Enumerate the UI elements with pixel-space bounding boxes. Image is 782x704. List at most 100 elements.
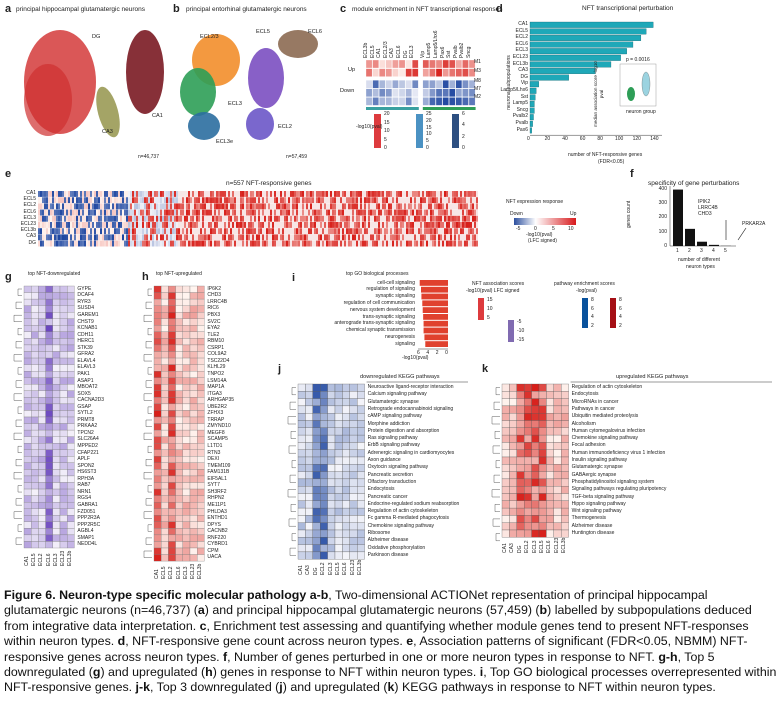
g-heat-cell bbox=[45, 285, 53, 293]
e-heat-cell bbox=[50, 222, 52, 228]
j-heat-cell bbox=[334, 522, 343, 531]
e-heat-cell bbox=[262, 191, 264, 197]
e-heat-cell bbox=[390, 215, 392, 222]
g-heat-cell bbox=[59, 429, 68, 437]
h-heat-cell bbox=[182, 534, 191, 542]
e-heat-cell bbox=[168, 191, 170, 197]
h-gene-label: CSRP1 bbox=[207, 344, 225, 351]
h-heat-cell bbox=[153, 456, 162, 464]
e-heat-cell bbox=[130, 209, 132, 216]
e-heat-cell bbox=[194, 240, 196, 247]
e-heat-cell bbox=[126, 222, 128, 228]
e-heat-cell bbox=[406, 234, 408, 241]
c-heat-cell bbox=[442, 97, 449, 106]
e-heat-cell bbox=[118, 197, 120, 204]
caption-t9: ) and upregulated ( bbox=[100, 665, 206, 680]
h-col-label: ECL6 bbox=[175, 566, 182, 580]
e-heat-cell bbox=[230, 203, 232, 210]
k-dendrogram bbox=[495, 533, 500, 541]
g-heat-cell bbox=[52, 292, 61, 300]
k-heat-cell bbox=[531, 515, 540, 523]
e-heat-cell bbox=[100, 228, 102, 235]
e-heat-cell bbox=[206, 191, 208, 197]
e-heat-cell bbox=[462, 197, 464, 204]
h-heat-cell bbox=[175, 377, 183, 385]
panel-k-title: upregulated KEGG pathways bbox=[616, 374, 689, 380]
c-legend-tick: 25 bbox=[426, 111, 432, 117]
e-heat-cell bbox=[58, 215, 60, 222]
e-heat-cell bbox=[352, 209, 354, 216]
j-term-label: Olfactory transduction bbox=[367, 478, 417, 485]
e-heat-cell bbox=[416, 222, 418, 228]
c-heat-cell bbox=[412, 97, 419, 106]
e-heat-cell bbox=[324, 240, 326, 247]
e-heat-cell bbox=[172, 215, 174, 222]
j-heat-cell bbox=[297, 493, 306, 501]
k-term-label: Ubiquitin mediated proteolysis bbox=[571, 413, 639, 420]
j-heat-cell bbox=[357, 413, 365, 421]
h-heat-cell bbox=[175, 521, 183, 529]
e-heat-cell bbox=[332, 228, 334, 235]
g-heat-cell bbox=[59, 331, 68, 339]
e-heat-cell bbox=[168, 234, 170, 241]
e-heat-cell bbox=[328, 209, 330, 216]
k-heat-cell bbox=[501, 456, 510, 465]
e-heat-cell bbox=[148, 203, 150, 210]
h-heat-cell bbox=[182, 403, 191, 411]
e-heat-cell bbox=[390, 197, 392, 204]
e-heat-cell bbox=[316, 191, 318, 197]
c-heat-cell bbox=[449, 97, 456, 106]
e-heat-cell bbox=[166, 191, 168, 197]
j-heat-cell bbox=[342, 398, 350, 407]
d-x-tick: 60 bbox=[579, 136, 586, 143]
e-heat-cell bbox=[318, 197, 320, 204]
e-heat-cell bbox=[280, 197, 282, 204]
j-heat-cell bbox=[320, 383, 328, 392]
e-heat-cell bbox=[316, 197, 318, 204]
e-heat-cell bbox=[204, 240, 206, 247]
g-heat-cell bbox=[38, 508, 46, 516]
k-heat-cell bbox=[509, 456, 517, 465]
e-tick-3: 5 bbox=[552, 226, 555, 232]
e-heat-cell bbox=[164, 209, 166, 216]
e-heat-cell bbox=[92, 197, 94, 204]
h-heat-cell bbox=[153, 377, 162, 385]
e-heat-cell bbox=[60, 203, 62, 210]
e-heat-cell bbox=[230, 240, 232, 247]
e-heat-cell bbox=[108, 222, 110, 228]
e-heat-cell bbox=[260, 191, 262, 197]
e-heat-cell bbox=[360, 234, 362, 241]
g-gene-label: APLF bbox=[77, 456, 90, 463]
e-heat-cell bbox=[370, 209, 372, 216]
k-heat-cell bbox=[553, 442, 562, 450]
e-heat-cell bbox=[308, 215, 310, 222]
e-heat-cell bbox=[46, 222, 48, 228]
j-heat-cell bbox=[305, 449, 313, 458]
caption-be: e bbox=[406, 634, 414, 649]
g-heat-cell bbox=[67, 397, 75, 405]
g-heat-cell bbox=[45, 515, 53, 522]
e-heat-cell bbox=[74, 203, 76, 210]
h-heat-cell bbox=[189, 338, 198, 346]
h-heat-cell bbox=[168, 292, 176, 300]
e-heat-cell bbox=[400, 203, 402, 210]
caption-t5: , NFT-responsive gene count across neuro… bbox=[125, 634, 407, 649]
e-heat-cell bbox=[158, 203, 160, 210]
e-heat-cell bbox=[396, 222, 398, 228]
e-heat-cell bbox=[300, 234, 302, 241]
g-gene-label: GSAP bbox=[77, 403, 92, 410]
h-heat-cell bbox=[161, 534, 169, 542]
e-heat-cell bbox=[244, 234, 246, 241]
j-heat-cell bbox=[297, 515, 306, 523]
e-heat-cell bbox=[346, 215, 348, 222]
e-heat-cell bbox=[112, 191, 114, 197]
e-heat-cell bbox=[476, 215, 478, 222]
e-heat-cell bbox=[452, 203, 454, 210]
e-heat-cell bbox=[268, 215, 270, 222]
panel-f: f specificity of gene perturbations gene… bbox=[620, 168, 780, 276]
e-heat-cell bbox=[348, 228, 350, 235]
e-heat-cell bbox=[280, 234, 282, 241]
d-category-label: Sst bbox=[520, 93, 528, 100]
j-heat-cell bbox=[342, 383, 350, 392]
j-heat-cell bbox=[357, 515, 365, 523]
